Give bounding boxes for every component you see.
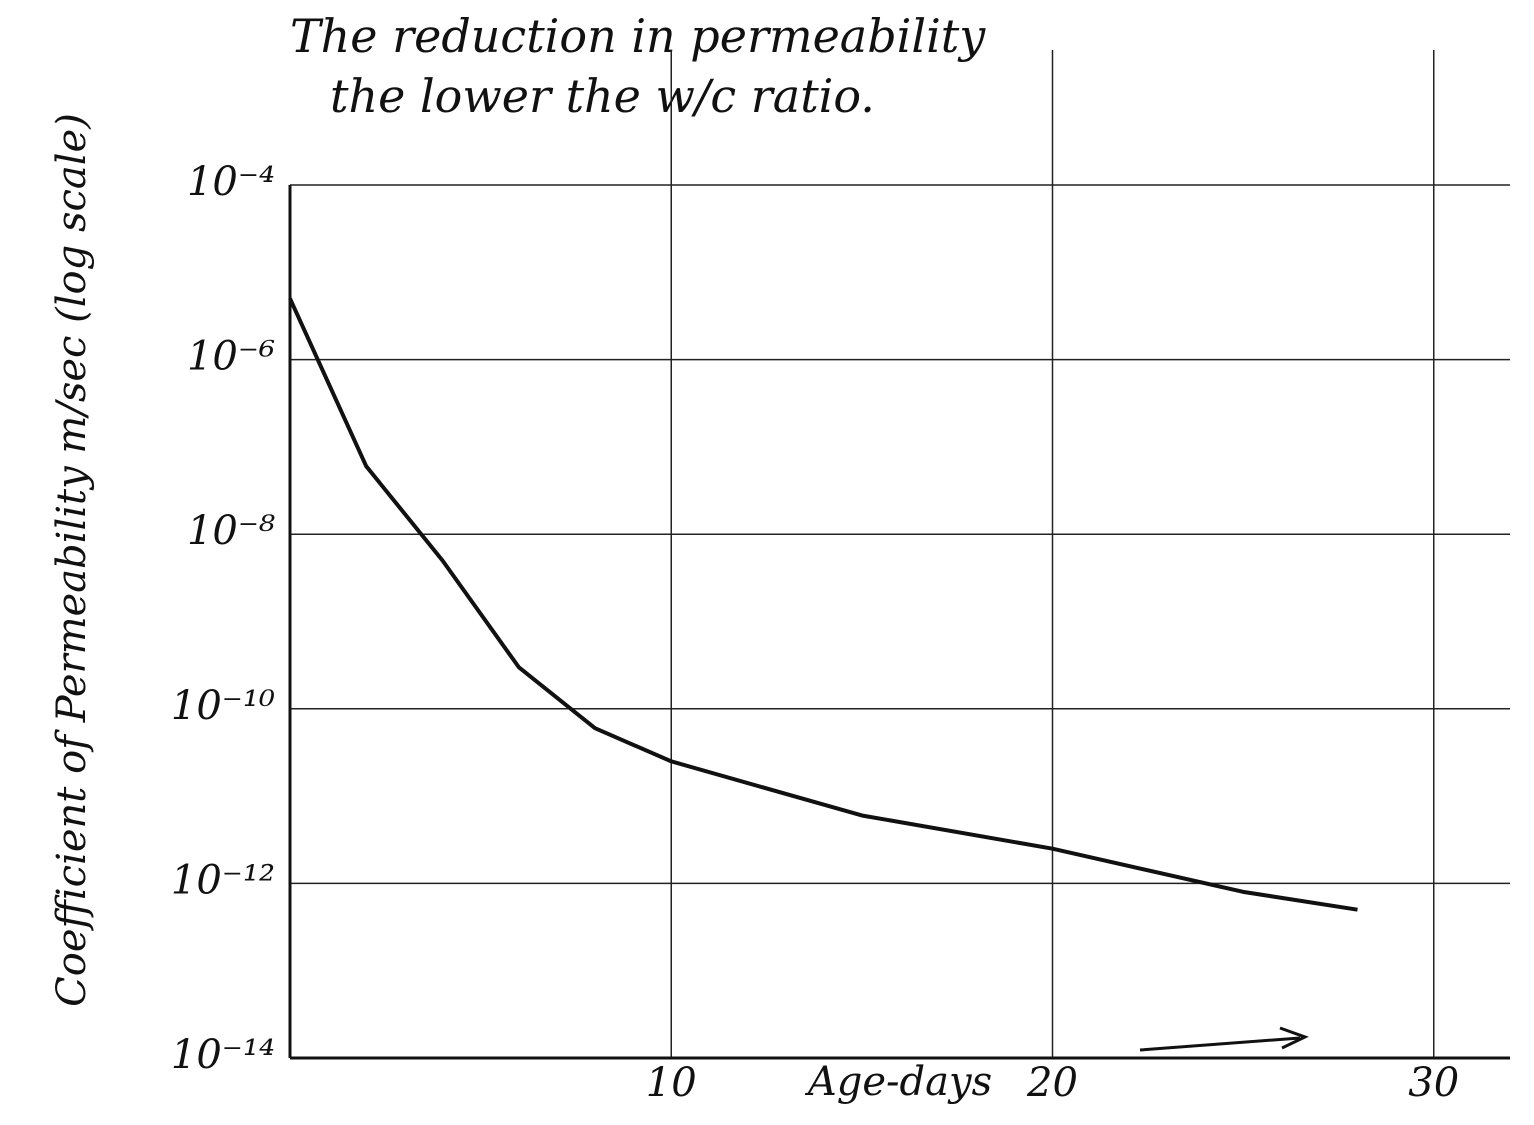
y-tick-label: 10⁻¹² [171,857,275,903]
y-tick-label: 10⁻¹⁰ [171,683,275,729]
y-tick-label: 10⁻⁴ [187,159,275,205]
title-line: The reduction in permeability [290,9,986,63]
x-tick-label: 20 [1026,1060,1078,1106]
chart: The reduction in permeability the lower … [0,0,1534,1125]
arrow [1140,1028,1305,1050]
y-tick-label: 10⁻⁸ [187,508,275,554]
x-axis-label: Age-days [804,1059,992,1105]
x-tick-label: 10 [646,1060,697,1106]
y-axis-label: Coefficient of Permeability m/sec (log s… [49,113,95,1007]
x-tick-label: 30 [1408,1060,1459,1106]
y-tick-label: 10⁻⁶ [187,334,275,380]
data-line [290,299,1358,910]
y-tick-label: 10⁻¹⁴ [171,1032,275,1078]
title-line: the lower the w/c ratio. [330,69,875,123]
